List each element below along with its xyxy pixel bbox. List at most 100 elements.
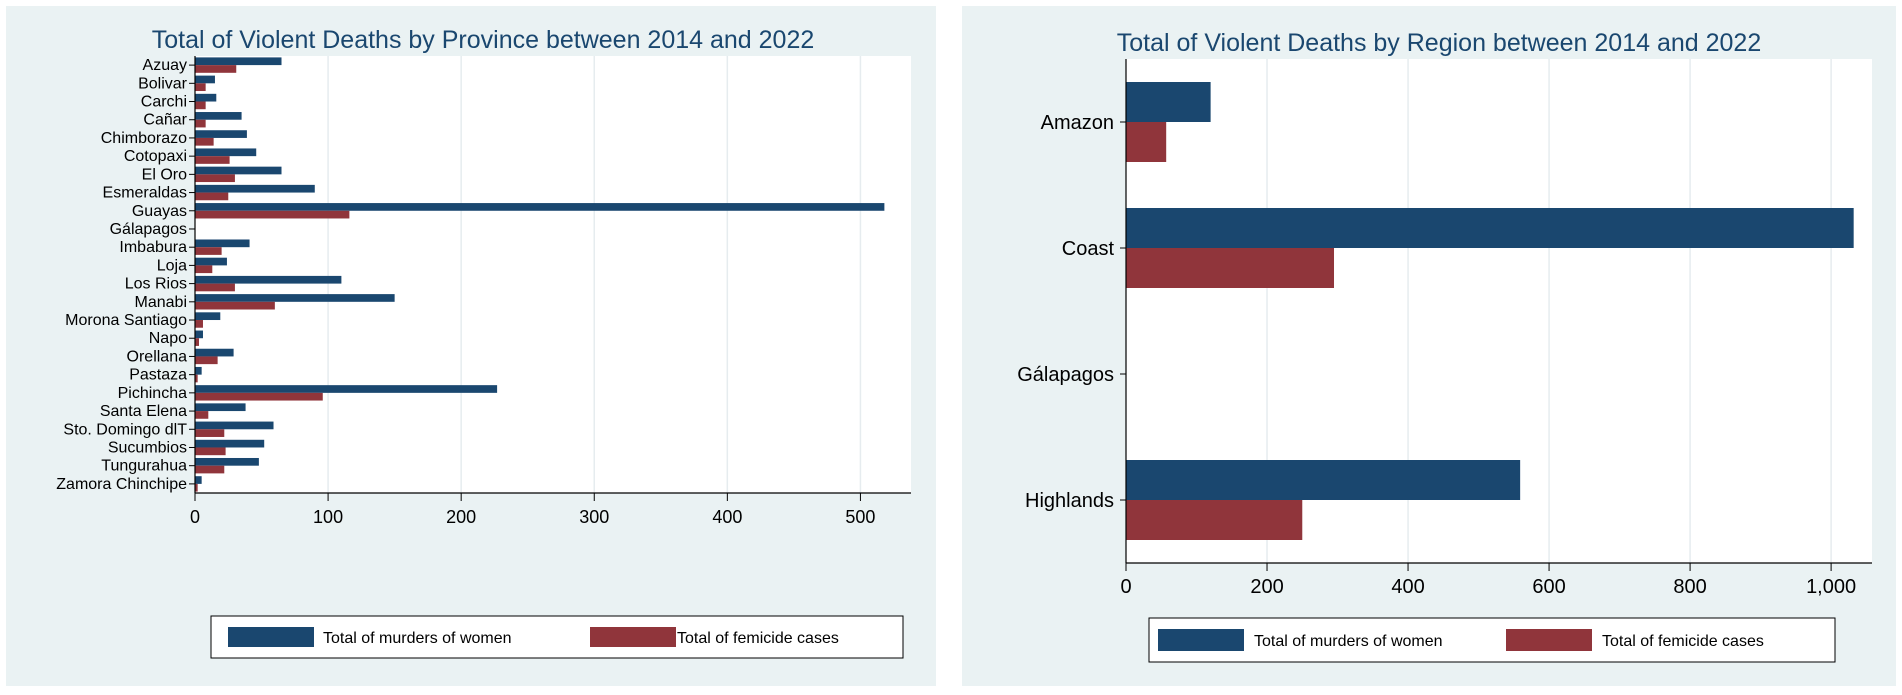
category-label: Esmeraldas [103,185,187,202]
legend-label-femicide: Total of femicide cases [677,630,839,647]
bar-murders [195,403,246,412]
bar-murders [195,93,217,102]
bar-murders [195,294,395,302]
legend-label-femicide: Total of femicide cases [1602,633,1764,650]
bar-murders [195,366,202,375]
bar-murders [195,330,203,339]
category-label: Azuay [143,57,187,74]
bar-murders [195,421,274,430]
x-tick-label: 800 [1673,576,1706,598]
bar-femicide [195,338,199,346]
x-tick-label: 400 [1391,576,1424,598]
bar-femicide [195,283,235,292]
category-label: Napo [149,330,187,347]
x-tick-label: 600 [1532,576,1565,598]
bar-murders [195,257,227,266]
category-label: Coast [1062,238,1115,260]
bar-murders [195,166,282,175]
category-label: Cañar [143,112,187,129]
bar-murders [195,57,282,66]
category-label: Los Rios [125,276,187,293]
bar-murders [195,112,242,120]
legend-label-murders: Total of murders of women [323,630,512,647]
category-label: Pichincha [118,385,187,402]
category-label: Pastaza [129,367,187,384]
bar-femicide [195,483,198,492]
bar-murders [195,239,250,248]
category-label: Zamora Chinchipe [56,476,187,493]
bar-murders [195,130,247,138]
bar-murders [195,184,315,193]
bar-murders [195,348,234,357]
category-label: Bolivar [138,75,188,92]
x-tick-label: 0 [190,507,200,527]
chart-title: Total of Violent Deaths by Region betwee… [1117,29,1761,57]
bar-femicide [195,119,206,128]
bar-femicide [195,247,222,255]
bar-femicide [195,210,350,219]
category-label: El Oro [142,166,187,183]
bar-femicide [195,65,237,73]
category-label: Carchi [141,94,187,111]
plot-area [195,56,911,493]
bar-murders [1126,208,1854,248]
bar-femicide [195,83,206,92]
chart-title: Total of Violent Deaths by Province betw… [152,26,815,54]
bar-femicide [195,174,235,183]
category-label: Sto. Domingo dlT [63,421,187,438]
bar-femicide [195,374,198,383]
bar-femicide [195,447,226,456]
category-label: Manabi [135,294,187,311]
bar-femicide [1126,122,1167,162]
x-tick-label: 200 [1250,576,1283,598]
bar-murders [195,148,257,157]
bar-femicide [195,465,225,474]
bar-murders [195,457,259,466]
bar-femicide [195,156,230,164]
bar-femicide [195,356,218,365]
bar-femicide [195,301,275,310]
x-tick-label: 300 [579,507,609,527]
category-label: Highlands [1025,490,1114,512]
bar-femicide [195,392,323,401]
category-label: Sucumbios [108,439,187,456]
x-tick-label: 500 [845,507,875,527]
bar-femicide [195,101,206,110]
category-label: Loja [157,257,187,274]
x-tick-label: 200 [446,507,476,527]
bar-murders [1126,82,1211,122]
bar-femicide [195,137,214,146]
bar-murders [195,312,221,321]
category-label: Gálapagos [110,221,187,238]
bar-femicide [1126,248,1335,288]
bar-murders [195,275,342,284]
bar-femicide [1126,500,1303,540]
x-tick-label: 1,000 [1806,576,1856,598]
x-tick-label: 100 [313,507,343,527]
bar-murders [195,385,498,393]
x-tick-label: 400 [712,507,742,527]
region-chart: Total of Violent Deaths by Region betwee… [1017,29,1872,663]
legend-box [1148,617,1836,663]
category-label: Morona Santiago [65,312,187,329]
category-label: Gálapagos [1017,364,1114,386]
bar-murders [1126,460,1521,500]
legend-swatch-murders [1158,629,1244,651]
legend-label-murders: Total of murders of women [1254,633,1443,650]
bar-murders [195,476,202,484]
category-label: Cotopaxi [124,148,187,165]
bar-murders [195,439,265,448]
legend-box [210,615,904,659]
category-label: Santa Elena [100,403,187,420]
bar-femicide [195,320,203,328]
category-label: Amazon [1041,112,1114,134]
bar-murders [195,75,215,84]
category-label: Orellana [127,348,188,365]
province-chart-panel: Total of Violent Deaths by Province betw… [6,6,936,686]
bar-murders [195,203,885,211]
category-label: Imbabura [119,239,187,256]
bar-femicide [195,265,213,274]
category-label: Chimborazo [101,130,187,147]
x-tick-label: 0 [1120,576,1131,598]
bar-femicide [195,429,225,437]
